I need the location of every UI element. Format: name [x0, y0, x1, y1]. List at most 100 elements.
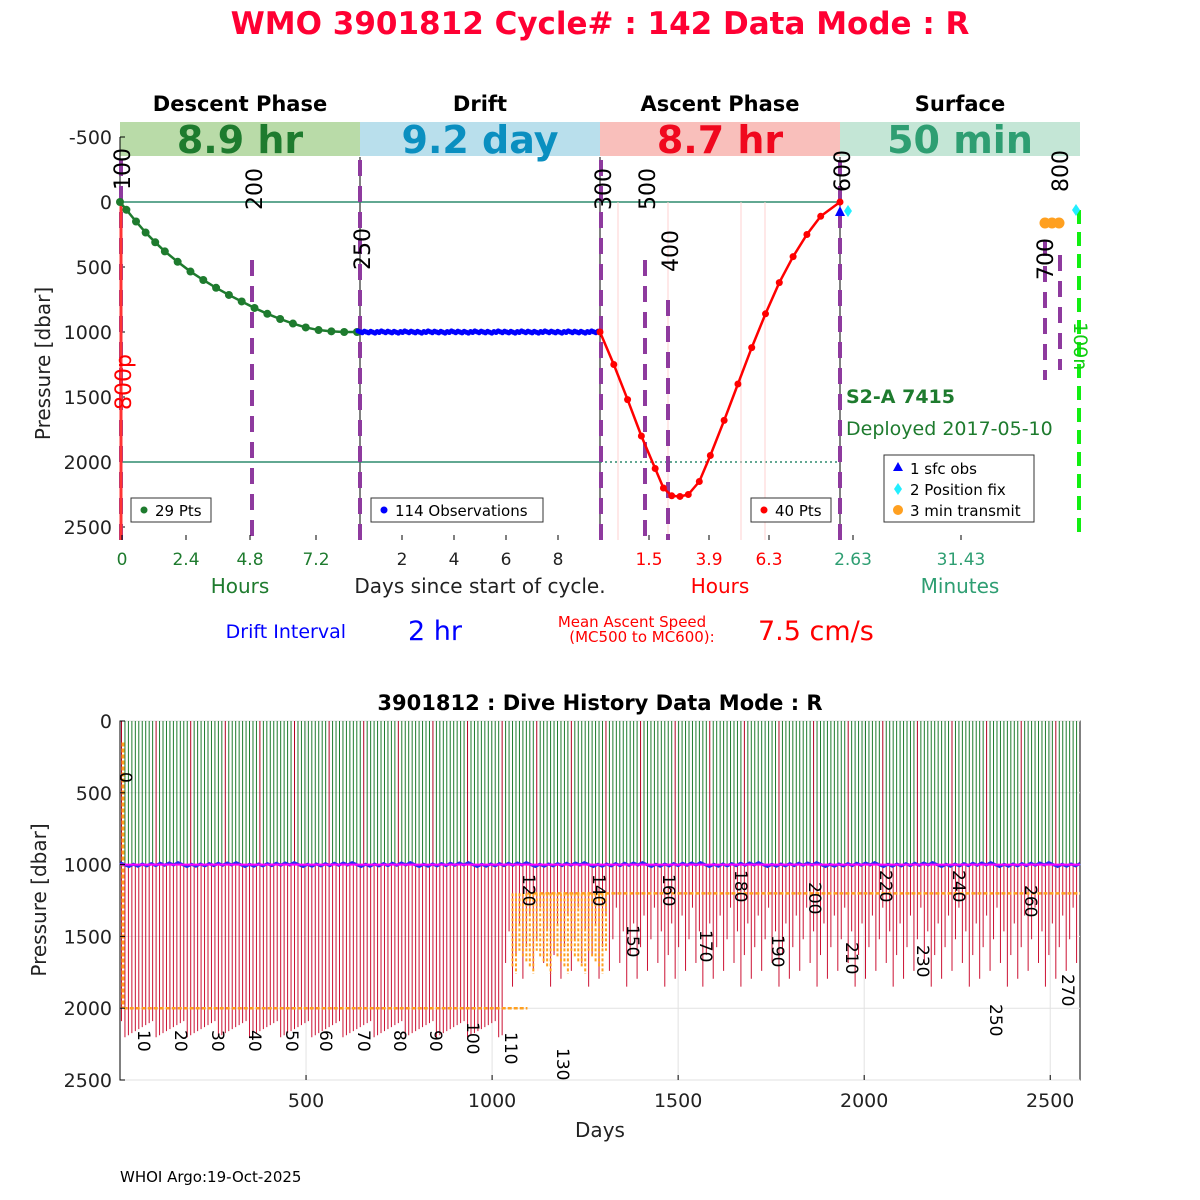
- cycle-label: 170: [695, 930, 715, 962]
- legend-label: 1 sfc obs: [910, 460, 977, 478]
- x-tick-label: 0: [117, 550, 128, 570]
- y-tick-label: 2000: [64, 998, 112, 1020]
- phase-duration: 8.9 hr: [177, 118, 304, 162]
- x-tick-label: 2500: [1026, 1090, 1074, 1112]
- x-tick-label: 4: [449, 550, 460, 570]
- float-deployed: Deployed 2017-05-10: [846, 418, 1053, 440]
- position-fix-point: [1072, 204, 1080, 216]
- y-axis-label: Pressure [dbar]: [31, 287, 55, 440]
- ascent-point: [762, 310, 770, 318]
- descent-point: [212, 283, 221, 292]
- legend-marker: [380, 506, 388, 514]
- ascent-point: [684, 491, 692, 498]
- y-tick-label: 0: [100, 711, 112, 733]
- x-tick-label: 6: [501, 550, 512, 570]
- y-tick-label: 0: [100, 192, 112, 214]
- descent-point: [314, 326, 323, 335]
- descent-point: [224, 290, 233, 299]
- mission-code-label: 500: [636, 168, 661, 210]
- mission-code-label: 100: [111, 148, 136, 190]
- descent-series-line: [119, 201, 357, 334]
- transmit-point: [1053, 217, 1065, 229]
- ascent-point: [734, 380, 742, 388]
- y-tick-label: 2500: [64, 1070, 112, 1092]
- x-tick-label: 2000: [840, 1090, 888, 1112]
- ascent-point: [775, 279, 783, 287]
- phase-duration: 9.2 day: [402, 118, 559, 162]
- cycle-label: 160: [658, 874, 678, 906]
- descent-point: [116, 198, 124, 206]
- descent-point: [173, 257, 182, 266]
- phase-title: Surface: [915, 92, 1005, 116]
- cycle-label: 70: [353, 1030, 373, 1052]
- legend-box: [370, 497, 544, 523]
- ascent-point: [789, 253, 797, 261]
- ascent-point: [651, 465, 659, 472]
- cycle-label: 20: [170, 1030, 190, 1052]
- mission-code-label: 600: [831, 150, 856, 192]
- surface-legend: 1 sfc obs 2 Position fix 3 min transmit: [883, 454, 1035, 523]
- cycle-label: 50: [281, 1030, 301, 1052]
- figure-title: WMO 3901812 Cycle# : 142 Data Mode : R: [231, 6, 970, 42]
- descent-point: [250, 303, 259, 312]
- ascent-point: [817, 212, 825, 220]
- dive-history-chart: 3901812 : Dive History Data Mode : R 0 10 2…: [27, 691, 1081, 1142]
- y-tick-label: -500: [69, 127, 112, 149]
- y-tick-label: 1000: [64, 855, 112, 877]
- cycle-label: 30: [207, 1030, 227, 1052]
- mission-code-label: 400: [659, 230, 684, 272]
- cycle-label: 130: [552, 1048, 572, 1080]
- x-tick-label: 8: [553, 550, 564, 570]
- x-tick-label: 500: [288, 1090, 324, 1112]
- cycle-label: 100: [462, 1022, 482, 1054]
- legend-label: 29 Pts: [155, 502, 202, 520]
- side-label-right: 100n: [1069, 322, 1091, 370]
- x-tick-label: 1500: [654, 1090, 702, 1112]
- ascent-point: [720, 416, 728, 424]
- phase-band: [600, 122, 840, 156]
- phase-band: [840, 122, 1080, 156]
- x-tick-label: 31.43: [937, 550, 986, 570]
- ascent-point: [668, 492, 676, 500]
- ascent-series-line: [598, 200, 841, 498]
- cycle-label: 220: [875, 870, 895, 902]
- y-tick-label: 500: [76, 257, 112, 279]
- side-label-left: 800p: [112, 354, 137, 410]
- cycle-label: 250: [985, 1004, 1005, 1036]
- drift-series: [355, 328, 601, 336]
- cycle-label: 90: [425, 1030, 445, 1052]
- cycle-label: 180: [730, 870, 750, 902]
- ascent-point: [748, 344, 756, 352]
- y-tick-label: 1000: [64, 322, 112, 344]
- cycle-label: 190: [767, 935, 787, 967]
- x-axis-caption: Days since start of cycle.: [354, 574, 605, 598]
- phase-band: [360, 122, 600, 156]
- cycle-label: 110: [500, 1032, 520, 1064]
- legend-marker-transmit: [893, 505, 903, 515]
- descent-point: [151, 238, 160, 247]
- x-tick-label: 1000: [468, 1090, 516, 1112]
- x-axis-unit: Hours: [211, 574, 270, 598]
- legend-marker-sfc: [893, 462, 903, 471]
- descent-point: [327, 327, 336, 336]
- phase-title: Drift: [453, 92, 507, 116]
- ascent-point: [836, 198, 844, 206]
- phase-title: Descent Phase: [153, 92, 327, 116]
- ascent-speed-value: 7.5 cm/s: [758, 616, 874, 647]
- descent-point: [276, 315, 285, 323]
- descent-point: [237, 297, 246, 306]
- cycle-label: 140: [588, 874, 608, 906]
- x-tick-label: 2: [397, 550, 408, 570]
- cycle-label: 260: [1020, 885, 1040, 917]
- x-tick-label: 1.5: [635, 550, 662, 570]
- legend-label: 114 Observations: [395, 502, 528, 520]
- descent-point: [301, 323, 310, 332]
- x-tick-label: 3.9: [695, 550, 722, 570]
- cycle-label: 230: [912, 945, 932, 977]
- cycle-label: 80: [389, 1030, 409, 1052]
- y-tick-label: 2000: [64, 452, 112, 474]
- descent-point: [288, 319, 297, 328]
- sfc-obs-point: [835, 206, 845, 216]
- cycle-label: 60: [315, 1030, 335, 1052]
- y-tick-label: 2500: [64, 517, 112, 539]
